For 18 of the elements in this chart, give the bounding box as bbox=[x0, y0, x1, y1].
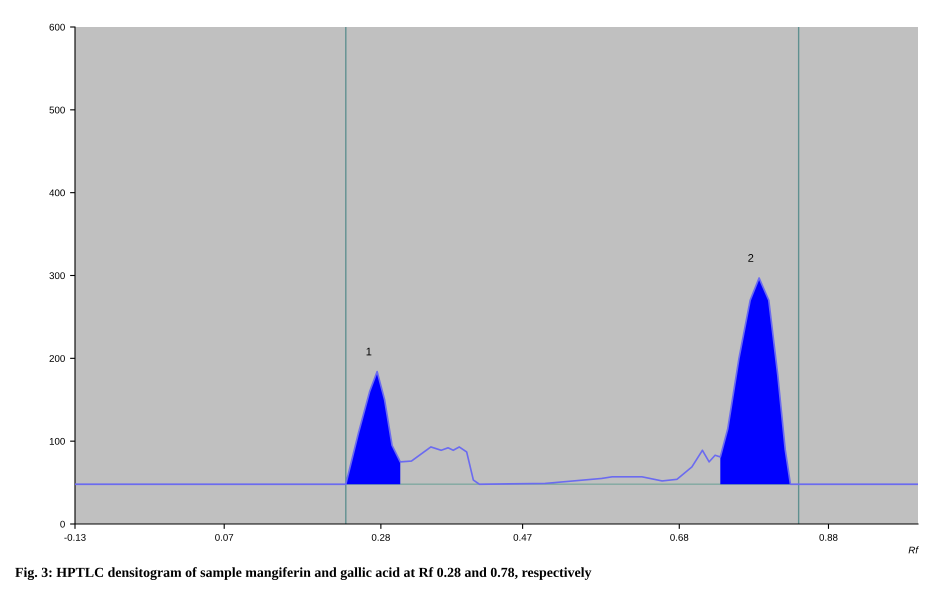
x-tick-label: 0.47 bbox=[514, 534, 532, 541]
x-axis-title: Rf bbox=[908, 546, 919, 554]
y-tick-label: 500 bbox=[49, 106, 65, 114]
annotation: 1 bbox=[366, 348, 372, 356]
caption: Fig. 3: HPTLC densitogram of sample mangiferin and gallic acid at Rf 0.28 and 0.78, respectively bbox=[15, 567, 592, 580]
line-series bbox=[75, 277, 918, 486]
y-tick-label: 0 bbox=[60, 520, 65, 528]
x-tick-label: 0.88 bbox=[819, 534, 838, 541]
x-tick-label: -0.13 bbox=[64, 534, 86, 541]
x-tick-label: 0.07 bbox=[215, 534, 234, 541]
x-tick-label: 0.68 bbox=[670, 534, 688, 541]
y-tick-label: 400 bbox=[49, 189, 65, 196]
y-tick-label: 600 bbox=[50, 24, 65, 31]
y-tick-label: 100 bbox=[50, 438, 65, 445]
x-tick-label: 0.28 bbox=[372, 534, 390, 541]
y-tick-label: 300 bbox=[49, 272, 65, 280]
annotation: 2 bbox=[748, 254, 754, 262]
y-tick-label: 200 bbox=[50, 355, 65, 362]
